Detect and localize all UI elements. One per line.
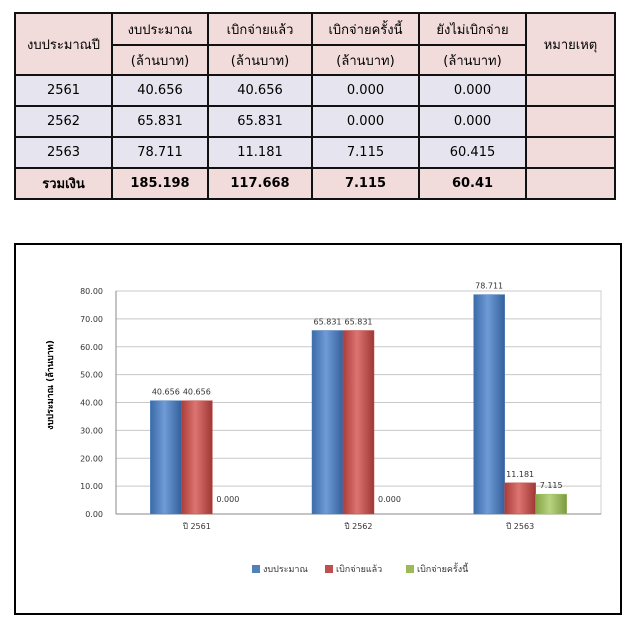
cell-this-time: 0.000 [311, 74, 420, 107]
data-label: 0.000 [216, 495, 239, 504]
total-budget: 185.198 [111, 167, 209, 200]
y-tick-label: 60.00 [80, 343, 103, 352]
data-label: 65.831 [345, 317, 373, 326]
y-tick-label: 0.00 [85, 510, 103, 519]
cell-disbursed: 40.656 [207, 74, 313, 107]
data-label: 40.656 [183, 388, 211, 397]
y-tick-label: 50.00 [80, 371, 103, 380]
cell-budget: 40.656 [111, 74, 209, 107]
y-axis-ticks: 0.00 10.00 20.00 30.00 40.00 50.00 60.00 70.00 8… [80, 287, 103, 519]
x-tick-label: ปี 2561 [182, 522, 211, 531]
bar-1 [150, 400, 182, 515]
header-this-time: เบิกจ่ายครั้งนี้ [311, 12, 420, 46]
data-label: 65.831 [314, 317, 342, 326]
legend-swatch [252, 565, 260, 573]
data-label: 40.656 [152, 388, 180, 397]
budget-table: งบประมาณปี งบประมาณ เบิกจ่ายแล้ว เบิกจ่า… [14, 12, 616, 200]
bar-2 [342, 330, 375, 515]
x-tick-label: ปี 2563 [505, 522, 534, 531]
table-header-row: งบประมาณปี งบประมาณ เบิกจ่ายแล้ว เบิกจ่า… [14, 12, 616, 76]
bar-1 [311, 330, 344, 515]
legend: งบประมาณ เบิกจ่ายแล้ว เบิกจ่ายครั้งนี้ [252, 562, 469, 575]
bar-2 [504, 482, 536, 515]
table-total-row: รวมเงิน 185.198 117.668 7.115 60.41 [14, 167, 616, 200]
y-tick-label: 20.00 [80, 454, 103, 463]
header-budget: งบประมาณ [111, 12, 209, 46]
cell-note [525, 105, 616, 138]
x-axis-ticks: ปี 2561 ปี 2562 ปี 2563 [182, 522, 534, 531]
y-tick-label: 80.00 [80, 287, 103, 296]
header-note: หมายเหตุ [525, 12, 616, 76]
cell-note [525, 74, 616, 107]
header-disbursed: เบิกจ่ายแล้ว [207, 12, 313, 46]
y-tick-label: 10.00 [80, 482, 103, 491]
cell-budget: 65.831 [111, 105, 209, 138]
cell-this-time: 7.115 [311, 136, 420, 169]
y-tick-label: 30.00 [80, 426, 103, 435]
table-row: 2563 78.711 11.181 7.115 60.415 [14, 136, 616, 169]
header-year: งบประมาณปี [14, 12, 113, 76]
y-axis-label: งบประมาณ (ล้านบาท) [45, 340, 56, 430]
legend-swatch [325, 565, 333, 573]
data-label: 78.711 [475, 282, 503, 291]
table-row: 2561 40.656 40.656 0.000 0.000 [14, 74, 616, 107]
data-labels: 40.656 40.656 0.000 65.831 65.831 0.000 78.711… [152, 282, 563, 504]
cell-year: 2562 [14, 105, 113, 138]
unit-not-disbursed: (ล้านบาท) [418, 44, 527, 76]
total-note [525, 167, 616, 200]
cell-note [525, 136, 616, 169]
bar-2 [181, 400, 213, 515]
cell-not-disbursed: 0.000 [418, 74, 527, 107]
data-label: 11.181 [506, 470, 534, 479]
bar-1 [473, 294, 505, 515]
cell-year: 2563 [14, 136, 113, 169]
y-tick-label: 40.00 [80, 399, 103, 408]
cell-this-time: 0.000 [311, 105, 420, 138]
data-label: 0.000 [378, 495, 401, 504]
table-unit-row: (ล้านบาท) (ล้านบาท) (ล้านบาท) (ล้านบาท) [15, 44, 615, 76]
unit-disbursed: (ล้านบาท) [207, 44, 313, 76]
bar-chart: 0.00 10.00 20.00 30.00 40.00 50.00 60.00 70.00 8… [14, 243, 622, 615]
table-row: 2562 65.831 65.831 0.000 0.000 [14, 105, 616, 138]
total-this-time: 7.115 [311, 167, 420, 200]
total-not-disbursed: 60.41 [418, 167, 527, 200]
cell-budget: 78.711 [111, 136, 209, 169]
cell-not-disbursed: 60.415 [418, 136, 527, 169]
total-label: รวมเงิน [14, 167, 113, 200]
legend-label: เบิกจ่ายครั้งนี้ [417, 562, 469, 575]
x-tick-label: ปี 2562 [344, 522, 373, 531]
legend-label: เบิกจ่ายแล้ว [336, 564, 382, 575]
bar-3 [535, 493, 567, 515]
unit-this-time: (ล้านบาท) [311, 44, 420, 76]
data-label: 7.115 [540, 481, 563, 490]
y-tick-label: 70.00 [80, 315, 103, 324]
cell-year: 2561 [14, 74, 113, 107]
cell-not-disbursed: 0.000 [418, 105, 527, 138]
chart-canvas: 0.00 10.00 20.00 30.00 40.00 50.00 60.00 70.00 8… [45, 282, 602, 575]
bars [150, 294, 567, 515]
header-not-disbursed: ยังไม่เบิกจ่าย [418, 12, 527, 46]
total-disbursed: 117.668 [207, 167, 313, 200]
legend-label: งบประมาณ [263, 565, 308, 575]
unit-budget: (ล้านบาท) [111, 44, 209, 76]
cell-disbursed: 11.181 [207, 136, 313, 169]
cell-disbursed: 65.831 [207, 105, 313, 138]
legend-swatch [406, 565, 414, 573]
